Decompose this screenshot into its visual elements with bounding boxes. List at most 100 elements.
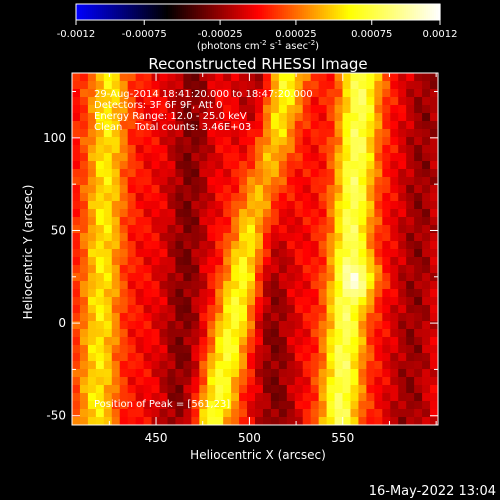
heatmap-cell [286, 97, 296, 106]
heatmap-cell [270, 217, 280, 226]
heatmap-cell [278, 361, 288, 370]
heatmap-cell [350, 369, 359, 378]
heatmap-cell [406, 81, 415, 90]
heatmap-cell [79, 273, 89, 282]
heatmap-cell [103, 89, 113, 98]
heatmap-cell [199, 369, 208, 378]
heatmap-cell [382, 329, 391, 338]
colorbar-cell [168, 4, 171, 20]
heatmap-cell [127, 153, 137, 162]
colorbar-cell [230, 4, 233, 20]
heatmap-cell [422, 297, 431, 306]
heatmap-cell [191, 321, 200, 330]
heatmap-cell [350, 257, 359, 266]
heatmap-cell [326, 145, 335, 154]
heatmap-cell [366, 249, 375, 258]
heatmap-cell [239, 217, 248, 226]
heatmap-cell [430, 121, 439, 130]
heatmap-cell [151, 145, 160, 154]
heatmap-cell [318, 177, 328, 186]
heatmap-cell [95, 393, 105, 402]
heatmap-cell [247, 169, 256, 178]
heatmap-cell [127, 233, 137, 242]
heatmap-cell [167, 257, 176, 266]
heatmap-cell [151, 193, 160, 202]
heatmap-cell [334, 329, 343, 338]
heatmap-cell [302, 177, 312, 186]
heatmap-cell [342, 353, 351, 362]
heatmap-cell [127, 217, 137, 226]
heatmap-cell [207, 409, 216, 418]
heatmap-cell [111, 321, 121, 330]
heatmap-cell [199, 209, 208, 218]
heatmap-cell [135, 409, 145, 418]
heatmap-cell [175, 305, 184, 314]
heatmap-cell [119, 353, 129, 362]
heatmap-cell [406, 105, 415, 114]
heatmap-cell [103, 113, 113, 122]
heatmap-cell [199, 321, 208, 330]
heatmap-cell [72, 321, 81, 330]
heatmap-cell [87, 289, 97, 298]
heatmap-cell [318, 297, 328, 306]
heatmap-cell [294, 321, 304, 330]
heatmap-cell [318, 185, 328, 194]
heatmap-cell [262, 97, 272, 106]
heatmap-cell [278, 289, 288, 298]
heatmap-cell [294, 73, 304, 82]
heatmap-cell [262, 121, 272, 130]
heatmap-cell [72, 257, 81, 266]
heatmap-cell [175, 233, 184, 242]
heatmap-cell [422, 321, 431, 330]
heatmap-cell [310, 137, 320, 146]
colorbar-cell [416, 4, 419, 20]
heatmap-cell [366, 129, 375, 138]
heatmap-cell [103, 145, 113, 154]
colorbar-cell [300, 4, 303, 20]
heatmap-cell [215, 249, 224, 258]
heatmap-cell [151, 233, 160, 242]
heatmap-cell [302, 265, 312, 274]
heatmap-cell [334, 353, 343, 362]
heatmap-cell [103, 169, 113, 178]
colorbar-cell [286, 4, 289, 20]
heatmap-cell [87, 313, 97, 322]
heatmap-cell [151, 249, 160, 258]
heatmap-cell [422, 241, 431, 250]
heatmap-cell [318, 129, 328, 138]
heatmap-cell [223, 353, 232, 362]
heatmap-cell [334, 289, 343, 298]
heatmap-cell [414, 329, 423, 338]
heatmap-cell [278, 121, 288, 130]
heatmap-cell [390, 225, 399, 234]
heatmap-cell [143, 249, 152, 258]
heatmap-cell [231, 97, 240, 106]
heatmap-cell [231, 105, 240, 114]
heatmap-cell [247, 313, 256, 322]
heatmap-cell [342, 377, 351, 386]
heatmap-cell [278, 417, 288, 426]
heatmap-cell [167, 81, 176, 90]
heatmap-cell [239, 201, 248, 210]
heatmap-cell [175, 329, 184, 338]
heatmap-cell [310, 217, 320, 226]
heatmap-cell [374, 89, 383, 98]
heatmap-cell [382, 169, 391, 178]
heatmap-cell [223, 233, 232, 242]
heatmap-cell [87, 233, 97, 242]
heatmap-cell [278, 297, 288, 306]
heatmap-cell [175, 377, 184, 386]
heatmap-cell [382, 201, 391, 210]
heatmap-cell [103, 297, 113, 306]
heatmap-cell [270, 361, 280, 370]
heatmap-cell [374, 305, 383, 314]
heatmap-cell [262, 385, 272, 394]
heatmap-cell [207, 177, 216, 186]
heatmap-cell [430, 369, 439, 378]
heatmap-cell [406, 201, 415, 210]
colorbar-cell [302, 4, 305, 20]
heatmap-cell [159, 409, 168, 418]
heatmap-cell [398, 249, 407, 258]
heatmap-cell [127, 209, 137, 218]
heatmap-cell [326, 329, 335, 338]
